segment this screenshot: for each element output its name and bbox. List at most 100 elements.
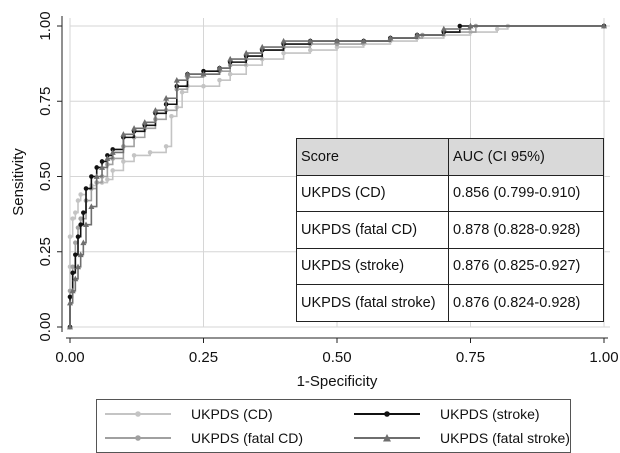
legend-swatch-cd (105, 411, 171, 417)
data-point (67, 294, 73, 300)
legend-item-stroke: UKPDS (stroke) (352, 403, 540, 425)
data-point (80, 239, 87, 246)
legend-label-fatal-stroke: UKPDS (fatal stroke) (440, 430, 570, 446)
data-point (227, 71, 233, 77)
table-cell-auc: 0.878 (0.828-0.928) (448, 211, 604, 249)
legend-item-fatal-stroke: UKPDS (fatal stroke) (352, 427, 570, 449)
x-axis-label: 1-Specificity (297, 373, 378, 390)
data-point (163, 95, 170, 101)
table-cell-score: UKPDS (fatal stroke) (296, 284, 449, 322)
table-row: UKPDS (stroke) 0.876 (0.825-0.927) (296, 247, 604, 285)
roc-chart: 0.000.00 0.25 0.25 0.50 0.50 0.75 0.75 1.00 1.00… (10, 11, 619, 390)
data-point (70, 270, 75, 276)
data-point (163, 144, 169, 149)
data-point (73, 252, 78, 258)
data-point (173, 76, 180, 83)
data-point (70, 216, 75, 221)
table-row: UKPDS (fatal stroke) 0.876 (0.824-0.928) (296, 284, 604, 322)
series-layer (67, 22, 607, 330)
data-point (69, 287, 76, 294)
data-point (93, 173, 100, 179)
data-point (72, 275, 79, 282)
y-tick-label: 0.50 (37, 162, 54, 191)
legend-item-cd: UKPDS (CD) (103, 403, 273, 425)
legend-item-fatal-cd: UKPDS (fatal CD) (103, 427, 303, 449)
data-point (75, 198, 81, 203)
data-point (201, 83, 206, 89)
x-tick-label: 0.25 (189, 349, 218, 366)
data-point (169, 114, 174, 119)
data-point (281, 50, 286, 56)
data-point (67, 323, 73, 330)
data-point (73, 240, 78, 246)
data-point (179, 89, 185, 95)
data-point (121, 159, 126, 164)
header-auc: AUC (CI 95%) (448, 138, 604, 176)
data-point (83, 186, 89, 191)
data-point (89, 174, 94, 179)
data-point (78, 222, 83, 227)
header-score: Score (296, 138, 449, 176)
data-point (75, 263, 82, 270)
data-point (141, 119, 148, 125)
data-point (387, 34, 394, 41)
data-point (78, 192, 83, 197)
data-point (94, 165, 99, 170)
data-point (70, 264, 75, 270)
data-point (109, 149, 116, 155)
y-axis-label: Sensitivity (10, 148, 27, 216)
data-point (227, 55, 234, 62)
legend-swatch-fatal-stroke (354, 434, 420, 442)
data-point (99, 164, 106, 170)
legend-label-stroke: UKPDS (stroke) (440, 406, 540, 422)
data-point (414, 31, 421, 38)
data-point (440, 25, 447, 32)
table-cell-score: UKPDS (CD) (296, 174, 449, 212)
data-point (184, 70, 191, 77)
data-point (308, 47, 313, 53)
data-point (307, 37, 314, 44)
data-point (259, 43, 266, 50)
table-cell-auc: 0.876 (0.824-0.928) (448, 284, 604, 322)
y-tick-label: 1.00 (37, 11, 54, 40)
data-point (360, 37, 367, 44)
data-point (73, 210, 78, 215)
table-cell-score: UKPDS (fatal CD) (296, 211, 449, 249)
data-point (147, 150, 153, 155)
legend-label-fatal-cd: UKPDS (fatal CD) (191, 430, 304, 446)
data-point (216, 64, 223, 71)
legend-swatch-stroke (354, 411, 420, 417)
data-point (494, 26, 500, 32)
data-point (110, 168, 116, 173)
data-point (601, 22, 607, 29)
data-point (334, 37, 340, 44)
data-point (75, 225, 81, 230)
y-tick-label: 0.75 (37, 87, 54, 116)
data-point (217, 77, 222, 83)
data-point (81, 210, 86, 215)
legend-label-cd: UKPDS (CD) (191, 406, 273, 422)
series-line (69, 25, 604, 327)
data-point (104, 155, 111, 161)
data-point (83, 221, 90, 228)
data-point (120, 131, 127, 137)
data-point (105, 177, 110, 182)
legend-swatch-fatal-cd (105, 435, 171, 441)
y-tick-label: 0.25 (37, 237, 54, 266)
data-point (243, 49, 250, 56)
x-tick-label: 0.50 (322, 349, 351, 366)
axes: 0.000.00 0.25 0.25 0.50 0.50 0.75 0.75 1.00 1.00 (37, 11, 619, 366)
data-point (152, 107, 159, 113)
table-row: UKPDS (CD) 0.856 (0.799-0.910) (296, 174, 604, 212)
table-cell-auc: 0.876 (0.825-0.927) (448, 247, 604, 285)
data-point (88, 203, 95, 209)
y-tick-label: 0.00 (37, 312, 54, 341)
data-point (99, 159, 105, 164)
x-tick-label: 0.00 (55, 349, 84, 366)
data-point (75, 234, 81, 239)
data-point (467, 22, 474, 29)
x-tick-label: 0.75 (456, 349, 485, 366)
data-point (131, 125, 138, 131)
data-point (67, 234, 73, 239)
table-row: UKPDS (fatal CD) 0.878 (0.828-0.928) (296, 211, 604, 249)
